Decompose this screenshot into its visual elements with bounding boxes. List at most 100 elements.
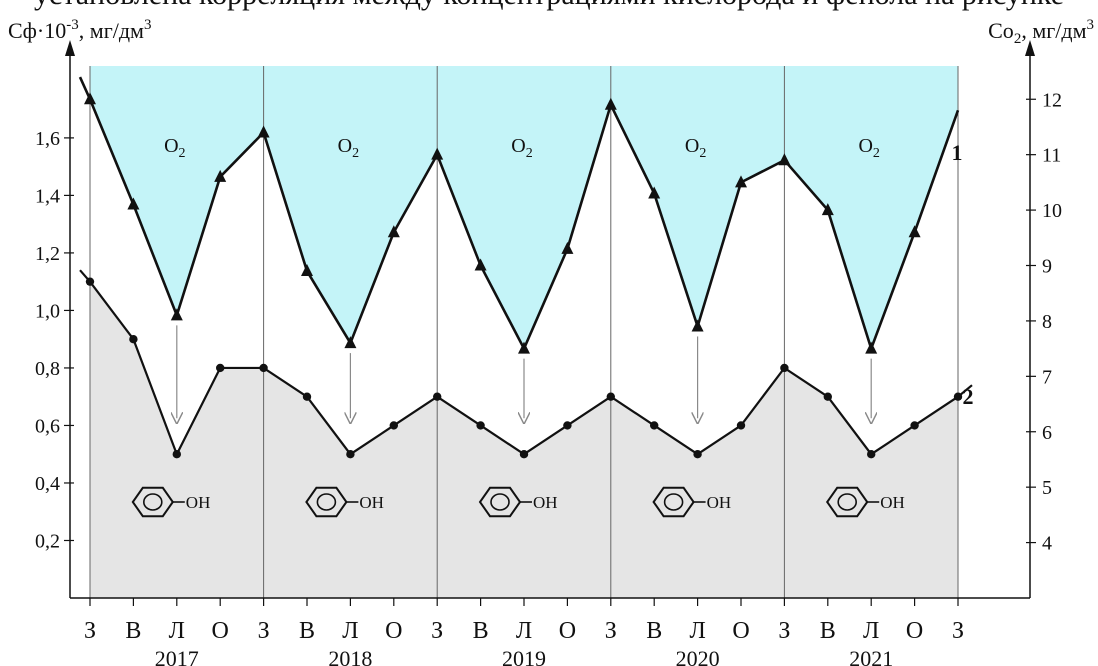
- series-2-point: [650, 421, 659, 430]
- o2-sub: 2: [699, 146, 706, 161]
- series-2-point: [216, 363, 225, 373]
- left-axis-title-unit: , мг/дм: [79, 18, 144, 43]
- aromatic-circle-icon: [316, 493, 337, 511]
- series-1-point: [561, 241, 574, 254]
- series-2-point: [519, 450, 529, 459]
- series-1-line: [78, 76, 960, 353]
- season-tick-label: В: [299, 618, 315, 644]
- right-axis-title-unit: , мг/дм: [1021, 18, 1086, 43]
- season-tick-label: З: [952, 618, 964, 644]
- season-tick-label: В: [646, 618, 662, 644]
- series-2-point: [259, 363, 268, 373]
- phenol-fill-area: [90, 281, 958, 598]
- oh-label: OH: [707, 493, 732, 512]
- axes: [64, 40, 1036, 606]
- o2-sub: 2: [526, 146, 533, 161]
- series-1-point: [344, 336, 357, 349]
- series-2-point: [823, 392, 832, 401]
- series-2-point: [302, 392, 312, 401]
- left-tick-label: 0,4: [35, 473, 60, 495]
- series-1-point: [257, 125, 270, 138]
- right-tick-label: 10: [1042, 200, 1062, 222]
- series-1-point: [84, 92, 96, 105]
- season-tick-label: О: [385, 618, 402, 644]
- year-label: 2017: [155, 646, 199, 666]
- season-tick-label: О: [906, 618, 923, 644]
- benzene-ring-icon: [131, 486, 175, 518]
- benzene-ring-icon: [825, 486, 869, 518]
- o2-sub: 2: [873, 146, 880, 161]
- oh-label: OH: [186, 493, 211, 512]
- benzene-ring-icon: [652, 486, 695, 518]
- series-2-point: [389, 421, 398, 430]
- aromatic-circle-icon: [837, 493, 858, 511]
- year-label: 2020: [676, 646, 720, 666]
- series-2-point: [867, 450, 876, 459]
- right-tick-label: 12: [1042, 89, 1062, 111]
- o2-sub: 2: [179, 146, 186, 161]
- right-axis-title: Со2, мг/дм3: [988, 17, 1094, 47]
- year-label: 2019: [502, 646, 546, 666]
- o2-main: O: [858, 135, 872, 157]
- series-2-point: [563, 421, 572, 430]
- oh-label: OH: [359, 493, 384, 512]
- o2-label: O2: [858, 135, 879, 161]
- o2-sub: 2: [352, 146, 359, 161]
- series-1-point: [691, 319, 704, 332]
- cut-off-caption: установлена корреляция между концентраци…: [34, 0, 1064, 11]
- left-tick-label: 0,8: [35, 358, 60, 380]
- left-axis-title-sup: -3: [66, 17, 79, 33]
- o2-main: O: [164, 135, 178, 157]
- right-tick-label: 5: [1042, 477, 1052, 499]
- right-axis-title-sub: 2: [1014, 31, 1022, 47]
- left-axis-title-main: Сф·10: [8, 18, 66, 43]
- left-axis-title-unit-sup: 3: [144, 17, 152, 33]
- year-label: 2018: [328, 646, 372, 666]
- benzene-ring-icon: [305, 486, 348, 518]
- o2-label: O2: [511, 135, 532, 161]
- right-tick-label: 7: [1042, 366, 1052, 388]
- series-2-point: [780, 363, 789, 373]
- season-tick-label: О: [212, 618, 229, 644]
- oh-label: OH: [880, 493, 905, 512]
- series-2-point: [172, 450, 181, 459]
- series-2-point: [736, 421, 746, 430]
- series-2-point: [346, 450, 355, 459]
- season-tick-label: В: [473, 618, 489, 644]
- series-2-point: [433, 392, 442, 401]
- right-axis-title-unit-sup: 3: [1087, 17, 1095, 33]
- fill-areas: [90, 66, 958, 598]
- left-tick-label: 1,4: [35, 185, 60, 207]
- series-1-point: [301, 264, 313, 277]
- series-1-point: [474, 258, 487, 271]
- series-markers: [84, 92, 963, 459]
- series-1-point: [170, 308, 183, 321]
- season-tick-label: Л: [169, 618, 185, 644]
- series-1-label: 1: [952, 140, 963, 165]
- season-tick-label: Л: [689, 618, 705, 644]
- aromatic-circle-icon: [143, 493, 163, 511]
- series-1-point: [604, 97, 617, 110]
- series-1-point: [778, 153, 791, 166]
- right-tick-label: 4: [1042, 533, 1052, 555]
- o2-main: O: [338, 135, 352, 157]
- year-label: 2021: [849, 646, 893, 666]
- right-axis-arrow: [1025, 40, 1035, 56]
- left-tick-label: 1,0: [35, 300, 60, 322]
- season-tick-label: З: [431, 618, 443, 644]
- season-tick-label: В: [820, 618, 836, 644]
- o2-label: O2: [164, 135, 185, 161]
- series-2-point: [606, 392, 615, 401]
- left-axis-title: Сф·10-3, мг/дм3: [8, 17, 151, 43]
- series-1-point: [865, 341, 878, 354]
- series-1-point: [214, 169, 227, 182]
- o2-fill-area: [90, 66, 958, 349]
- right-tick-label: 8: [1042, 311, 1052, 333]
- season-tick-label: В: [125, 618, 141, 644]
- series-1-point: [431, 147, 444, 160]
- series-1-point: [127, 197, 140, 210]
- season-dividers: [89, 66, 959, 598]
- series-2-label: 2: [963, 384, 974, 409]
- oh-label: OH: [533, 493, 558, 512]
